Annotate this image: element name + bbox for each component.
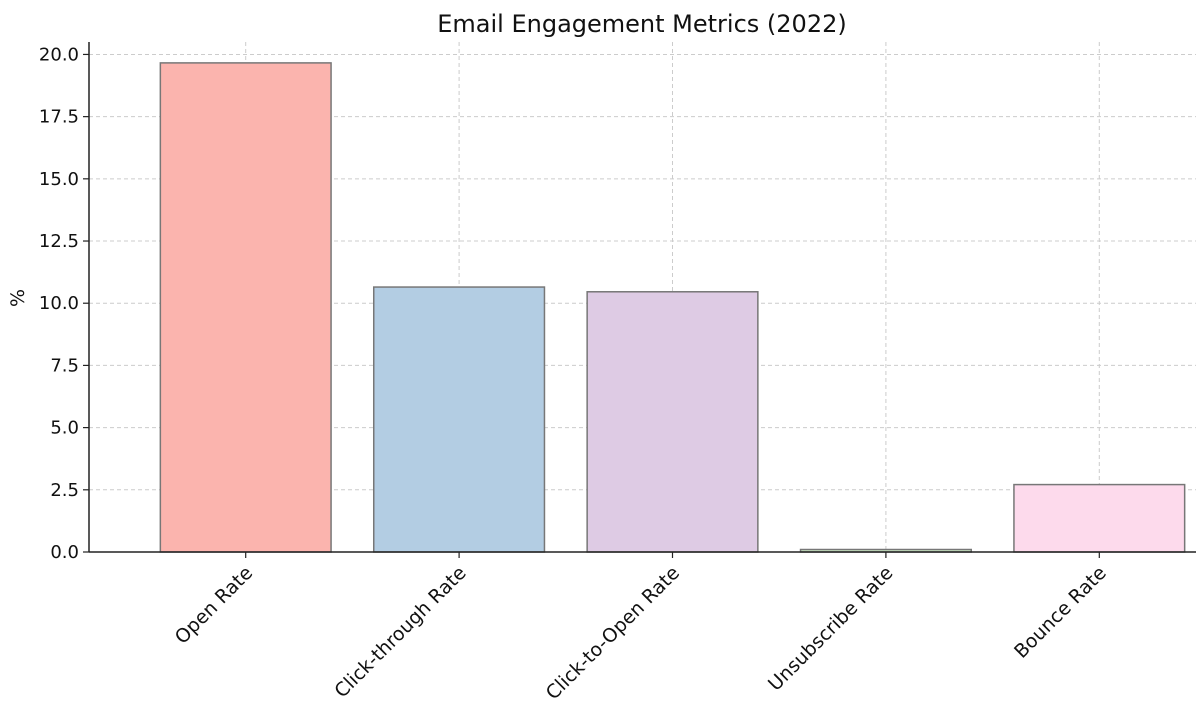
x-tick-label: Bounce Rate [1010,562,1111,663]
y-tick-label: 15.0 [39,169,79,190]
y-axis-ticks: 0.0 2.5 5.0 7.5 10.0 12.5 15.0 17.5 20.0 [39,44,89,563]
y-tick-label: 17.5 [39,107,79,128]
axes [88,42,1196,553]
y-tick-label: 2.5 [50,480,79,501]
bar [1013,483,1186,553]
y-tick-label: 10.0 [39,293,79,314]
x-tick-label: Unsubscribe Rate [764,562,897,695]
y-tick-label: 20.0 [39,44,79,65]
x-tick-label: Click-to-Open Rate [542,562,684,704]
y-tick-label: 0.0 [50,542,79,563]
y-tick-label: 5.0 [50,418,79,439]
bar [586,291,759,553]
x-tick-label: Click-through Rate [330,562,470,702]
x-axis-ticks: Open Rate Click-through Rate Click-to-Open… [171,552,1111,704]
y-tick-label: 12.5 [39,231,79,252]
y-axis-label: % [7,289,29,307]
bar [159,62,332,553]
y-tick-label: 7.5 [50,355,79,376]
bar [372,286,546,553]
bars [159,62,1186,553]
x-tick-label: Open Rate [171,562,258,649]
chart-title: Email Engagement Metrics (2022) [437,10,846,38]
